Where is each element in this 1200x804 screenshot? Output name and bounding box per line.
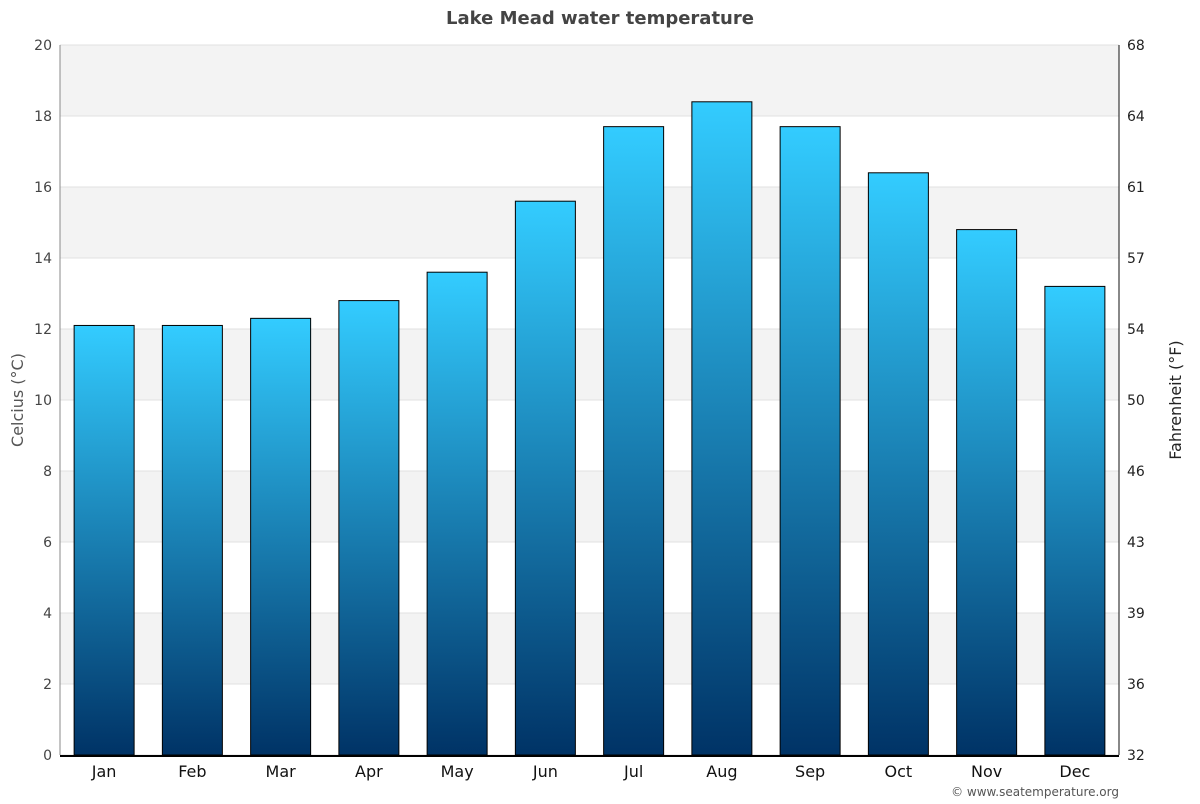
y-tick-label-left: 18 — [34, 109, 52, 125]
y-axis-label-left: Celcius (°C) — [8, 353, 27, 447]
y-tick-label-left: 10 — [34, 393, 52, 409]
y-tick-label-right: 68 — [1127, 38, 1145, 54]
credit: © www.seatemperature.org — [951, 785, 1119, 799]
y-tick-label-left: 20 — [34, 38, 52, 54]
bar-may — [426, 271, 488, 756]
bar-nov — [956, 229, 1018, 756]
y-tick-label-right: 36 — [1127, 677, 1145, 693]
x-tick-label: Dec — [1059, 762, 1090, 781]
y-tick-label-right: 57 — [1127, 251, 1145, 267]
y-axis-label-right: Fahrenheit (°F) — [1166, 340, 1185, 459]
y-tick-label-left: 4 — [43, 606, 52, 622]
y-tick-label-right: 46 — [1127, 464, 1145, 480]
y-tick-label-right: 61 — [1127, 180, 1145, 196]
y-tick-label-right: 43 — [1127, 535, 1145, 551]
y-tick-label-right: 39 — [1127, 606, 1145, 622]
x-tick-label: Jun — [532, 762, 558, 781]
bar-sep — [779, 126, 841, 756]
grid-band — [60, 471, 1119, 542]
bar-oct — [867, 172, 929, 756]
x-tick-label: Nov — [971, 762, 1002, 781]
y-tick-label-left: 0 — [43, 748, 52, 764]
bar-jan — [73, 324, 135, 756]
x-tick-label: Jan — [91, 762, 117, 781]
bar-dec — [1044, 285, 1106, 756]
x-tick-label: Apr — [355, 762, 383, 781]
bar-mar — [250, 317, 312, 756]
x-tick-label: Sep — [795, 762, 825, 781]
grid-band — [60, 45, 1119, 116]
bar-jul — [603, 126, 665, 756]
x-tick-label: Aug — [706, 762, 737, 781]
y-tick-label-left: 16 — [34, 180, 52, 196]
y-tick-label-left: 12 — [34, 322, 52, 338]
y-tick-label-left: 6 — [43, 535, 52, 551]
grid-band — [60, 329, 1119, 400]
chart-title: Lake Mead water temperature — [446, 8, 754, 29]
y-tick-label-right: 64 — [1127, 109, 1145, 125]
bar-apr — [338, 300, 400, 756]
y-tick-label-right: 32 — [1127, 748, 1145, 764]
x-tick-label: Feb — [178, 762, 206, 781]
grid-band — [60, 613, 1119, 684]
y-tick-label-right: 50 — [1127, 393, 1145, 409]
x-tick-label: May — [441, 762, 474, 781]
y-tick-label-left: 8 — [43, 464, 52, 480]
bar-aug — [691, 101, 753, 756]
y-tick-label-right: 54 — [1127, 322, 1145, 338]
x-tick-label: Mar — [266, 762, 297, 781]
y-tick-label-left: 2 — [43, 677, 52, 693]
grid-band — [60, 187, 1119, 258]
x-tick-label: Oct — [885, 762, 913, 781]
y-tick-label-left: 14 — [34, 251, 52, 267]
x-tick-label: Jul — [623, 762, 643, 781]
bar-feb — [161, 324, 223, 756]
bar-jun — [514, 200, 576, 756]
